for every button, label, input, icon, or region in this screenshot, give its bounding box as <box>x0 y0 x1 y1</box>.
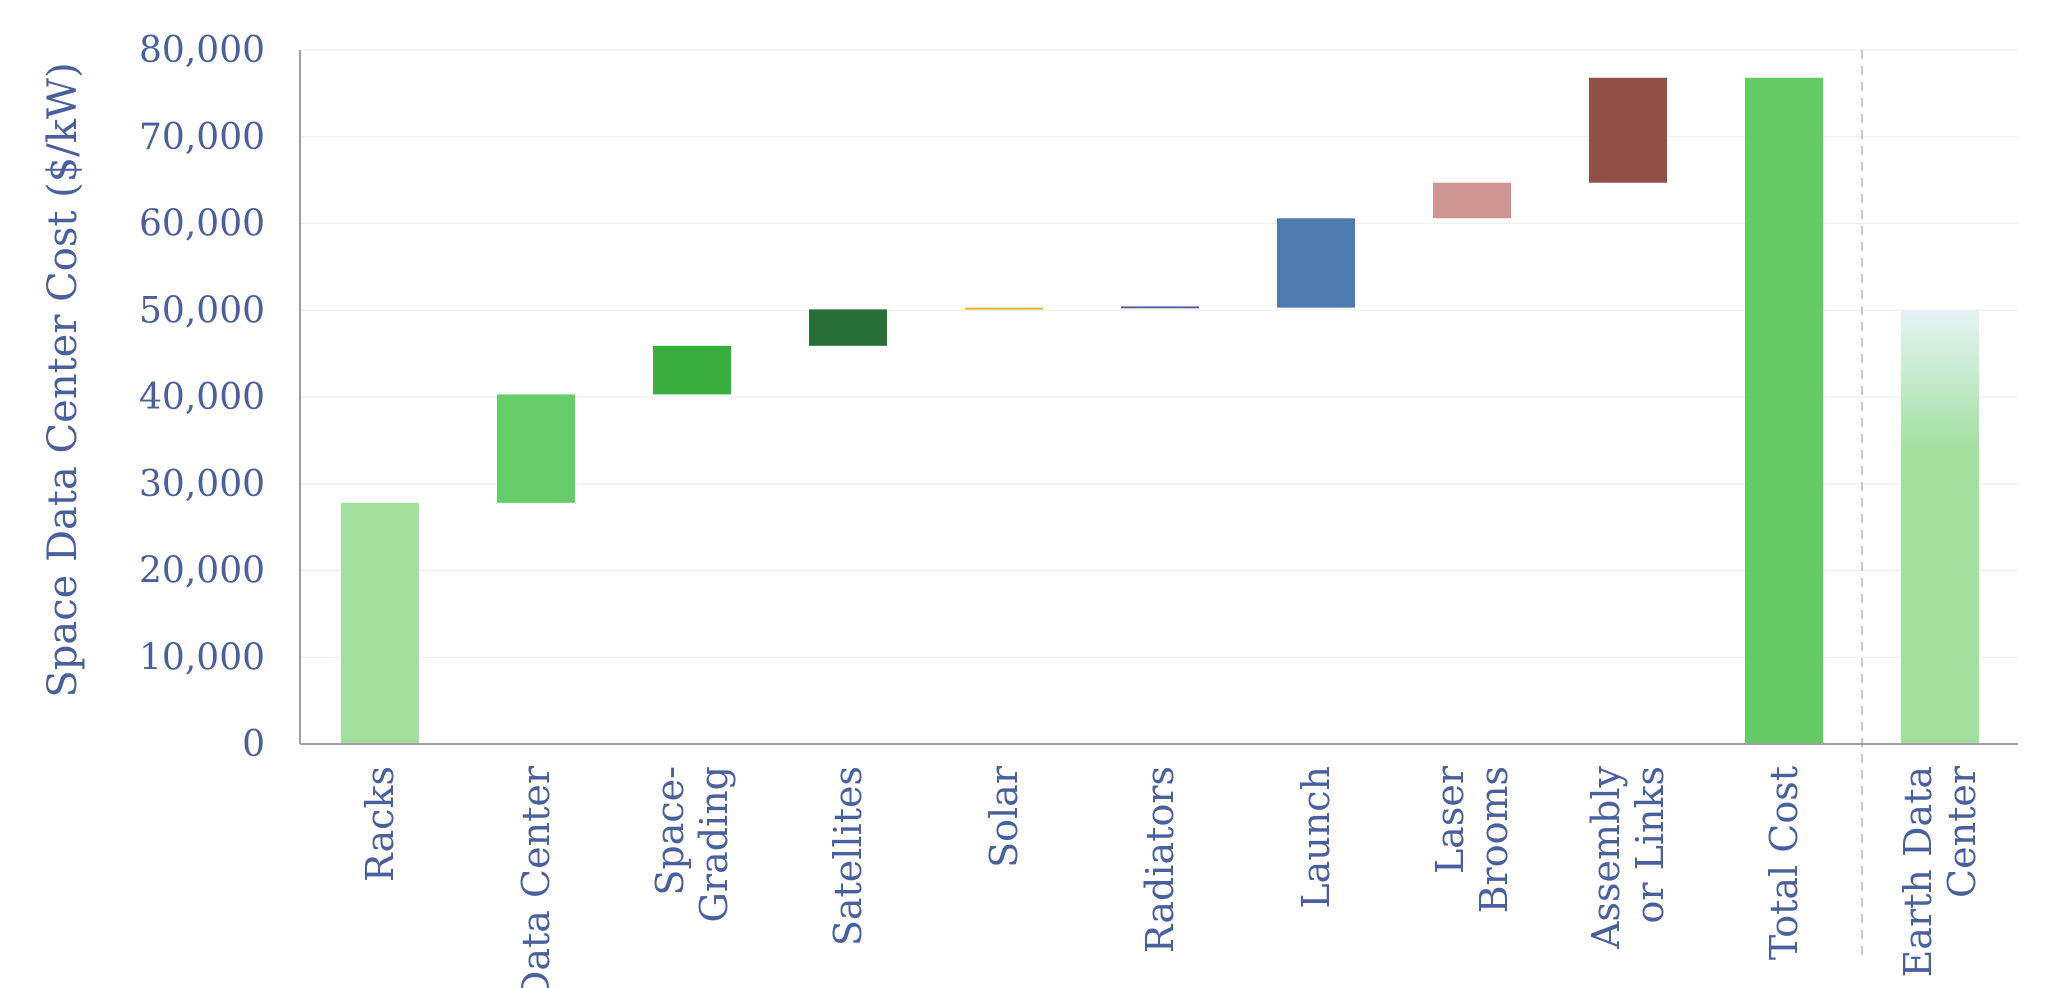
y-tick-label: 20,000 <box>139 551 265 592</box>
bars <box>341 77 1979 744</box>
bar <box>1745 77 1823 744</box>
y-tick-label: 60,000 <box>139 204 265 245</box>
x-category-label: Racks <box>358 766 402 882</box>
x-category-label: Data Center <box>514 765 558 988</box>
category-labels: Racks Data Center Space- Grading Satellites S… <box>358 765 1984 988</box>
bar <box>1901 310 1979 744</box>
bar <box>1589 77 1667 183</box>
x-category-label: Grading <box>692 766 736 922</box>
x-category-label: Brooms <box>1472 766 1516 913</box>
x-category-label: Solar <box>982 765 1026 868</box>
axes <box>299 50 2018 745</box>
y-tick-label: 70,000 <box>139 117 265 158</box>
y-tick-label: 0 <box>242 724 265 765</box>
bar <box>341 502 419 744</box>
y-tick-label: 80,000 <box>139 30 265 71</box>
x-category-label: Earth Data <box>1896 766 1940 977</box>
bar <box>1277 218 1355 308</box>
bar <box>965 307 1043 310</box>
x-category-label: Launch <box>1294 766 1338 909</box>
y-tick-label: 30,000 <box>139 464 265 505</box>
y-tick-labels: 0 10,000 20,000 30,000 40,000 50,000 60,000 70,… <box>139 30 265 765</box>
bar <box>1433 182 1511 219</box>
bar <box>653 345 731 395</box>
y-tick-label: 50,000 <box>139 290 265 331</box>
bar <box>1121 306 1199 309</box>
y-tick-label: 40,000 <box>139 377 265 418</box>
x-category-label: or Links <box>1628 766 1672 924</box>
y-tick-label: 10,000 <box>139 637 265 678</box>
x-category-label: Laser <box>1428 765 1472 874</box>
x-category-label: Assembly <box>1584 765 1628 949</box>
bar <box>809 309 887 346</box>
gridlines <box>300 49 2018 960</box>
bar <box>497 394 575 503</box>
x-category-label: Satellites <box>826 766 870 946</box>
x-category-label: Radiators <box>1138 766 1182 953</box>
x-category-label: Space- <box>648 766 692 896</box>
y-axis-title: Space Data Center Cost ($/kW) <box>40 62 86 697</box>
x-category-label: Total Cost <box>1762 766 1806 960</box>
x-category-label: Center <box>1940 765 1984 898</box>
